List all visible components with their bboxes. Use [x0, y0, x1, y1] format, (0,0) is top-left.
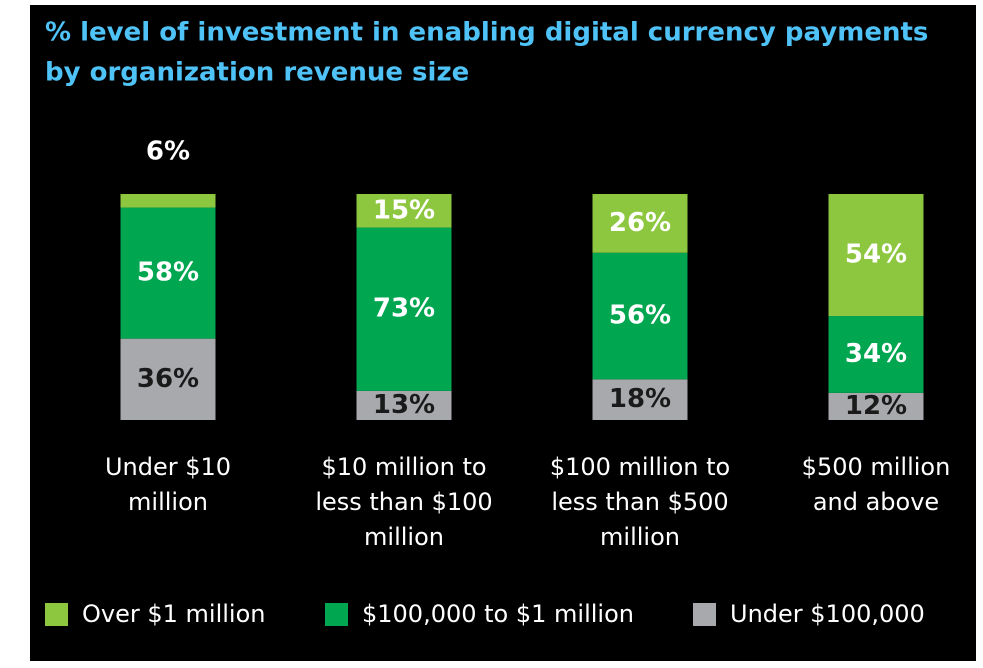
data-label: 18%: [609, 384, 671, 414]
data-label: 36%: [137, 364, 199, 394]
legend-swatch: [325, 603, 348, 626]
data-label: 15%: [373, 195, 435, 225]
x-tick-label: less than $100: [315, 488, 492, 516]
data-label: 13%: [373, 390, 435, 420]
data-label: 26%: [609, 208, 671, 238]
bar-segment: [356, 194, 452, 228]
legend-swatch: [693, 603, 716, 626]
x-tick-label: million: [364, 523, 444, 551]
bar-segment: [592, 194, 688, 253]
legend-swatch: [45, 603, 68, 626]
data-label: 6%: [146, 137, 190, 167]
x-tick-label: million: [600, 523, 680, 551]
data-label: 54%: [845, 240, 907, 270]
data-label: 34%: [845, 339, 907, 369]
legend-label: Over $1 million: [82, 600, 265, 628]
bar-segment: [592, 252, 688, 380]
bar-segment: [356, 390, 452, 420]
bar-segment: [356, 227, 452, 391]
data-label: 73%: [373, 294, 435, 324]
x-tick-label: $100 million to: [550, 453, 730, 481]
bar-segment: [828, 392, 924, 420]
bar-segment: [592, 379, 688, 420]
x-tick-label: and above: [813, 488, 939, 516]
x-tick-label: $10 million to: [321, 453, 486, 481]
x-tick-label: Under $10: [105, 453, 231, 481]
x-tick-label: $500 million: [802, 453, 951, 481]
bar-segment: [828, 316, 924, 393]
bar-segment: [120, 207, 216, 339]
chart-title: by organization revenue size: [45, 58, 469, 88]
x-tick-label: million: [128, 488, 208, 516]
legend-label: $100,000 to $1 million: [362, 600, 634, 628]
bar-segment: [120, 338, 216, 420]
bar-segment: [828, 194, 924, 317]
bar-segment: [120, 194, 216, 208]
x-tick-label: less than $500: [551, 488, 728, 516]
legend-label: Under $100,000: [730, 600, 925, 628]
data-label: 12%: [845, 391, 907, 421]
chart-title: % level of investment in enabling digita…: [45, 18, 928, 48]
data-label: 56%: [609, 301, 671, 331]
data-label: 58%: [137, 258, 199, 288]
